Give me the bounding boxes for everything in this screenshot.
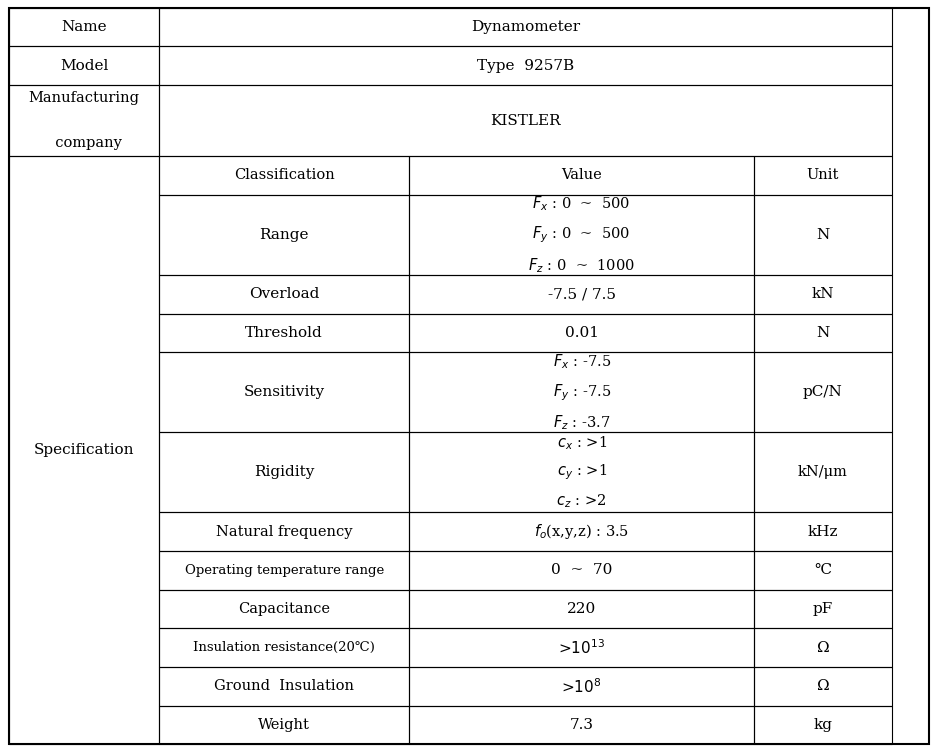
Text: kN/μm: kN/μm [798,465,848,479]
Text: Insulation resistance(20℃): Insulation resistance(20℃) [193,641,375,654]
Text: Overload: Overload [250,287,320,302]
Bar [409,275,754,314]
Text: Natural frequency: Natural frequency [216,525,353,538]
Bar [159,551,409,590]
Bar [754,156,892,195]
Bar [159,512,409,551]
Text: Operating temperature range: Operating temperature range [185,564,384,577]
Text: Model: Model [60,59,109,72]
Text: 0.01: 0.01 [565,326,598,340]
Bar [9,156,159,744]
Bar [9,46,159,85]
Bar [159,314,409,352]
Text: -7.5 / 7.5: -7.5 / 7.5 [548,287,615,302]
Text: N: N [816,326,829,340]
Bar [159,706,409,744]
Bar [409,512,754,551]
Bar [409,432,754,512]
Text: Manufacturing

  company: Manufacturing company [29,91,140,150]
Text: Name: Name [62,20,107,34]
Bar [159,590,409,629]
Bar [159,156,409,195]
Text: >$10^{8}$: >$10^{8}$ [562,677,602,696]
Text: pF: pF [813,602,833,616]
Bar [754,667,892,706]
Text: kN: kN [811,287,834,302]
Bar [754,512,892,551]
Text: 220: 220 [567,602,597,616]
Text: Rigidity: Rigidity [254,465,314,479]
Bar [159,46,892,85]
Text: ℃: ℃ [814,563,831,578]
Text: Ω: Ω [817,680,829,693]
Text: kHz: kHz [808,525,839,538]
Bar [9,85,159,156]
Bar [754,352,892,432]
Text: Classification: Classification [234,168,335,183]
Text: KISTLER: KISTLER [491,114,561,128]
Text: Specification: Specification [34,444,134,457]
Bar [159,8,892,46]
Text: kg: kg [813,718,832,732]
Bar [9,8,159,46]
Text: $f_o$(x,y,z) : 3.5: $f_o$(x,y,z) : 3.5 [534,522,629,541]
Bar [409,314,754,352]
Text: $F_x$ : -7.5
$F_y$ : -7.5
$F_z$ : -3.7: $F_x$ : -7.5 $F_y$ : -7.5 $F_z$ : -3.7 [552,352,611,432]
Bar [409,156,754,195]
Bar [159,195,409,275]
Bar [754,629,892,667]
Bar [159,85,892,156]
Bar [159,667,409,706]
Bar [409,352,754,432]
Text: N: N [816,228,829,242]
Bar [754,551,892,590]
Bar [409,195,754,275]
Bar [409,706,754,744]
Bar [409,629,754,667]
Text: Weight: Weight [258,718,310,732]
Bar [409,590,754,629]
Bar [159,352,409,432]
Bar [409,667,754,706]
Text: Sensitivity: Sensitivity [244,385,325,399]
Bar [754,275,892,314]
Text: Capacitance: Capacitance [238,602,330,616]
Bar [754,706,892,744]
Bar [754,314,892,352]
Bar [159,275,409,314]
Text: Unit: Unit [807,168,840,183]
Text: 7.3: 7.3 [569,718,594,732]
Text: 0  ~  70: 0 ~ 70 [551,563,613,578]
Text: Type  9257B: Type 9257B [477,59,574,72]
Text: Ground  Insulation: Ground Insulation [214,680,355,693]
Text: Ω: Ω [817,641,829,655]
Text: pC/N: pC/N [803,385,842,399]
Text: Threshold: Threshold [246,326,323,340]
Bar [159,629,409,667]
Bar [754,432,892,512]
Text: Range: Range [260,228,309,242]
Text: Value: Value [561,168,602,183]
Bar [754,195,892,275]
Bar [409,551,754,590]
Text: $c_x$ : >1
$c_y$ : >1
$c_z$ : >2: $c_x$ : >1 $c_y$ : >1 $c_z$ : >2 [556,435,607,510]
Bar [159,432,409,512]
Text: Dynamometer: Dynamometer [471,20,580,34]
Bar [754,590,892,629]
Text: >$10^{13}$: >$10^{13}$ [558,638,605,657]
Text: $F_x$ : 0  ~  500
$F_y$ : 0  ~  500
$F_z$ : 0  ~  1000: $F_x$ : 0 ~ 500 $F_y$ : 0 ~ 500 $F_z$ : … [528,195,635,275]
